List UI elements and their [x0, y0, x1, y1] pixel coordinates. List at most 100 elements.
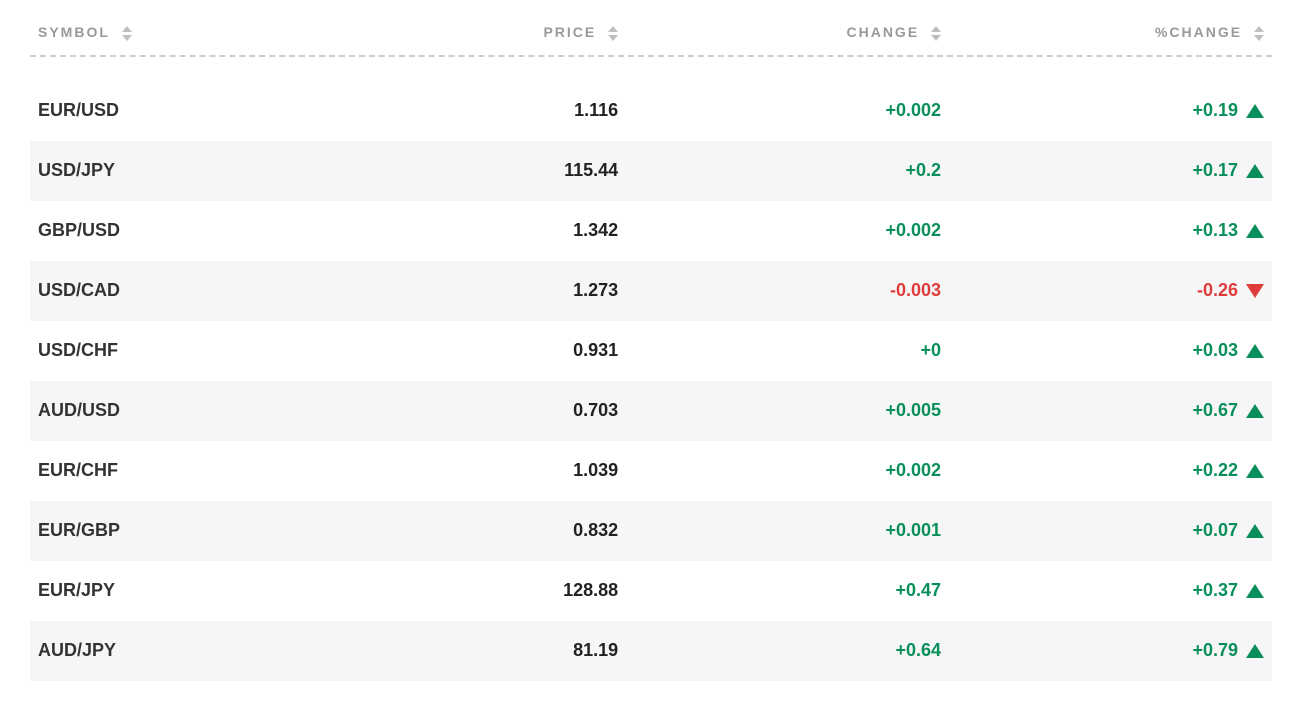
cell-price: 1.039 [403, 441, 627, 501]
table-row[interactable]: USD/CHF 0.931 +0 +0.03 [30, 321, 1272, 381]
change-text: +0.47 [896, 580, 942, 600]
change-text: +0.001 [885, 520, 941, 540]
table-row[interactable]: EUR/JPY 128.88 +0.47 +0.37 [30, 561, 1272, 621]
cell-price: 1.116 [403, 81, 627, 141]
change-text: +0.002 [885, 460, 941, 480]
sort-icon [608, 26, 618, 41]
price-text: 1.116 [574, 100, 618, 120]
table-row[interactable]: EUR/GBP 0.832 +0.001 +0.07 [30, 501, 1272, 561]
cell-change: +0.64 [626, 621, 949, 681]
cell-pctchange: +0.03 [949, 321, 1272, 381]
cell-symbol[interactable]: AUD/JPY [30, 621, 403, 681]
price-text: 1.342 [573, 220, 618, 240]
pctchange-text: -0.26 [1197, 280, 1238, 301]
change-text: +0 [921, 340, 942, 360]
cell-symbol[interactable]: USD/JPY [30, 141, 403, 201]
pctchange-text: +0.79 [1192, 640, 1238, 661]
cell-price: 115.44 [403, 141, 627, 201]
cell-pctchange: +0.17 [949, 141, 1272, 201]
sort-icon [122, 26, 132, 41]
change-text: +0.64 [896, 640, 942, 660]
pctchange-text: +0.37 [1192, 580, 1238, 601]
price-text: 1.039 [573, 460, 618, 480]
sort-icon [1254, 26, 1264, 41]
symbol-text: EUR/CHF [38, 460, 118, 480]
column-header-label: SYMBOL [38, 24, 110, 40]
column-header-price[interactable]: PRICE [403, 14, 627, 55]
cell-change: +0.002 [626, 201, 949, 261]
cell-pctchange: -0.26 [949, 261, 1272, 321]
change-text: +0.2 [906, 160, 942, 180]
symbol-text: EUR/USD [38, 100, 119, 120]
symbol-text: AUD/USD [38, 400, 120, 420]
cell-change: +0.002 [626, 81, 949, 141]
cell-pctchange: +0.13 [949, 201, 1272, 261]
table-row[interactable]: AUD/JPY 81.19 +0.64 +0.79 [30, 621, 1272, 681]
pctchange-text: +0.19 [1192, 100, 1238, 121]
cell-symbol[interactable]: EUR/JPY [30, 561, 403, 621]
symbol-text: USD/CHF [38, 340, 118, 360]
price-text: 0.832 [573, 520, 618, 540]
cell-pctchange: +0.22 [949, 441, 1272, 501]
table-row[interactable]: GBP/USD 1.342 +0.002 +0.13 [30, 201, 1272, 261]
pctchange-text: +0.67 [1192, 400, 1238, 421]
change-text: -0.003 [890, 280, 941, 300]
pctchange-wrap: +0.03 [1192, 340, 1264, 361]
forex-table: SYMBOL PRICE CHANGE %CHANGE [30, 14, 1272, 681]
pctchange-wrap: +0.37 [1192, 580, 1264, 601]
cell-symbol[interactable]: GBP/USD [30, 201, 403, 261]
change-text: +0.002 [885, 100, 941, 120]
pctchange-wrap: -0.26 [1197, 280, 1264, 301]
symbol-text: USD/CAD [38, 280, 120, 300]
table-header-row: SYMBOL PRICE CHANGE %CHANGE [30, 14, 1272, 55]
cell-price: 0.703 [403, 381, 627, 441]
pctchange-text: +0.22 [1192, 460, 1238, 481]
table-row[interactable]: USD/CAD 1.273 -0.003 -0.26 [30, 261, 1272, 321]
arrow-down-icon [1246, 284, 1264, 298]
cell-pctchange: +0.79 [949, 621, 1272, 681]
cell-price: 0.832 [403, 501, 627, 561]
cell-symbol[interactable]: EUR/USD [30, 81, 403, 141]
change-text: +0.005 [885, 400, 941, 420]
pctchange-text: +0.03 [1192, 340, 1238, 361]
arrow-up-icon [1246, 644, 1264, 658]
header-divider-row [30, 55, 1272, 81]
pctchange-text: +0.07 [1192, 520, 1238, 541]
column-header-symbol[interactable]: SYMBOL [30, 14, 403, 55]
price-text: 0.703 [573, 400, 618, 420]
cell-change: +0.47 [626, 561, 949, 621]
cell-pctchange: +0.67 [949, 381, 1272, 441]
pctchange-wrap: +0.07 [1192, 520, 1264, 541]
arrow-up-icon [1246, 464, 1264, 478]
column-header-pctchange[interactable]: %CHANGE [949, 14, 1272, 55]
price-text: 1.273 [573, 280, 618, 300]
cell-change: +0 [626, 321, 949, 381]
symbol-text: USD/JPY [38, 160, 115, 180]
cell-symbol[interactable]: EUR/GBP [30, 501, 403, 561]
price-text: 0.931 [573, 340, 618, 360]
table-body: EUR/USD 1.116 +0.002 +0.19 USD/JPY 115.44 +0.2… [30, 81, 1272, 681]
cell-price: 1.273 [403, 261, 627, 321]
cell-symbol[interactable]: USD/CAD [30, 261, 403, 321]
cell-symbol[interactable]: USD/CHF [30, 321, 403, 381]
cell-symbol[interactable]: AUD/USD [30, 381, 403, 441]
cell-price: 81.19 [403, 621, 627, 681]
column-header-change[interactable]: CHANGE [626, 14, 949, 55]
cell-pctchange: +0.07 [949, 501, 1272, 561]
change-text: +0.002 [885, 220, 941, 240]
column-header-label: %CHANGE [1155, 24, 1242, 40]
cell-pctchange: +0.19 [949, 81, 1272, 141]
symbol-text: AUD/JPY [38, 640, 116, 660]
symbol-text: GBP/USD [38, 220, 120, 240]
cell-price: 0.931 [403, 321, 627, 381]
table-row[interactable]: EUR/USD 1.116 +0.002 +0.19 [30, 81, 1272, 141]
symbol-text: EUR/GBP [38, 520, 120, 540]
price-text: 128.88 [563, 580, 618, 600]
table-row[interactable]: EUR/CHF 1.039 +0.002 +0.22 [30, 441, 1272, 501]
table-row[interactable]: USD/JPY 115.44 +0.2 +0.17 [30, 141, 1272, 201]
cell-change: +0.005 [626, 381, 949, 441]
arrow-up-icon [1246, 524, 1264, 538]
cell-change: +0.2 [626, 141, 949, 201]
table-row[interactable]: AUD/USD 0.703 +0.005 +0.67 [30, 381, 1272, 441]
cell-symbol[interactable]: EUR/CHF [30, 441, 403, 501]
